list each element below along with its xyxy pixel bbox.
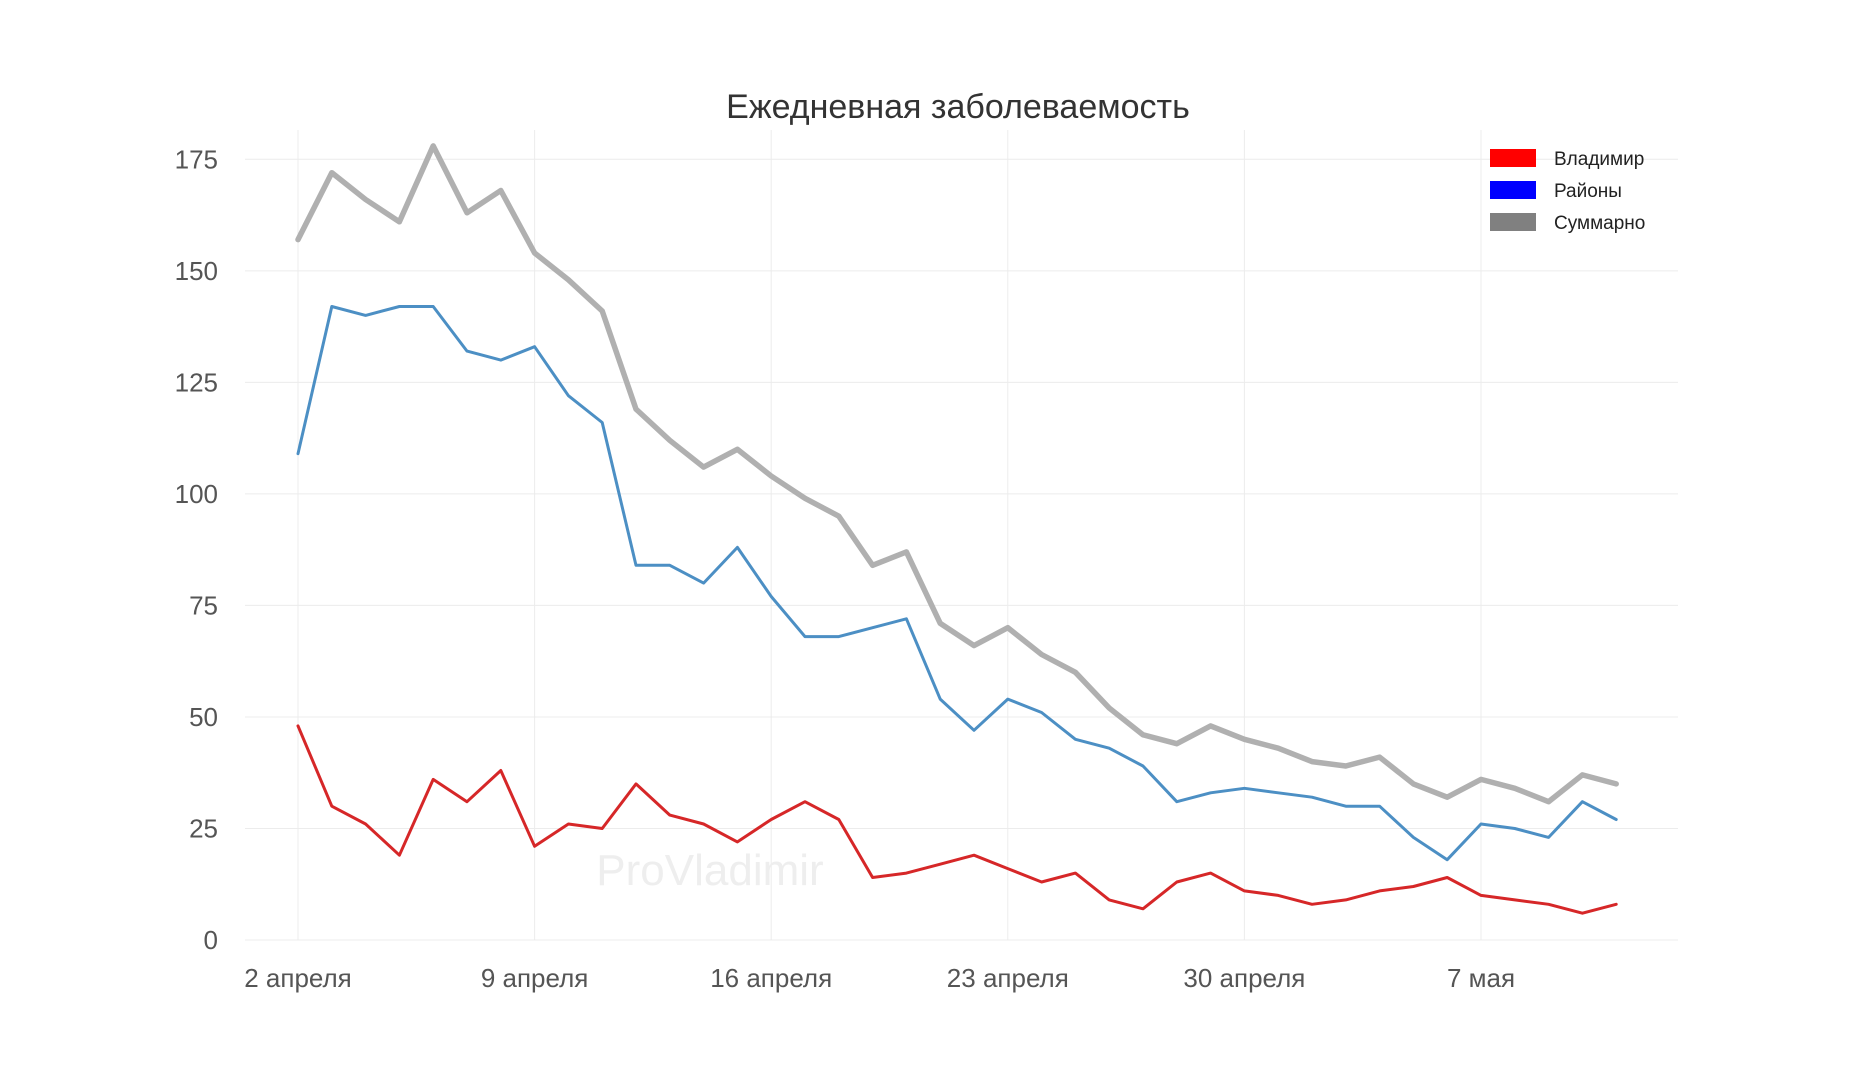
series-line-0 [296,724,1618,915]
x-tick-label: 30 апреля [1183,963,1305,993]
y-tick-label: 100 [175,479,218,509]
series-layer [295,143,1619,915]
y-tick-label: 75 [189,590,218,620]
x-tick-label: 16 апреля [710,963,832,993]
legend-label: Владимир [1554,149,1644,170]
y-tick-label: 175 [175,144,218,174]
x-tick-label: 7 мая [1447,963,1515,993]
grid-lines [245,130,1678,941]
legend-swatch [1490,181,1536,199]
series-line-1 [296,305,1618,862]
y-tick-label: 150 [175,256,218,286]
x-axis-ticks: 2 апреля 9 апреля 16 апреля 23 апреля 30 апр… [244,963,1515,993]
y-tick-label: 0 [204,925,218,955]
legend: Владимир Районы Суммарно [1490,149,1645,234]
y-tick-label: 125 [175,367,218,397]
x-tick-label: 23 апреля [947,963,1069,993]
watermark-text: ProVladimir [596,846,823,895]
y-axis-ticks: 0 25 50 75 100 125 150 175 [175,144,218,955]
y-tick-label: 50 [189,702,218,732]
series-line-2 [295,143,1619,805]
chart-title: Ежедневная заболеваемость [726,88,1190,126]
legend-label: Суммарно [1554,213,1645,234]
y-tick-label: 25 [189,813,218,843]
legend-swatch [1490,149,1536,167]
x-tick-label: 2 апреля [244,963,352,993]
legend-swatch [1490,213,1536,231]
x-tick-label: 9 апреля [481,963,589,993]
legend-label: Районы [1554,181,1622,202]
